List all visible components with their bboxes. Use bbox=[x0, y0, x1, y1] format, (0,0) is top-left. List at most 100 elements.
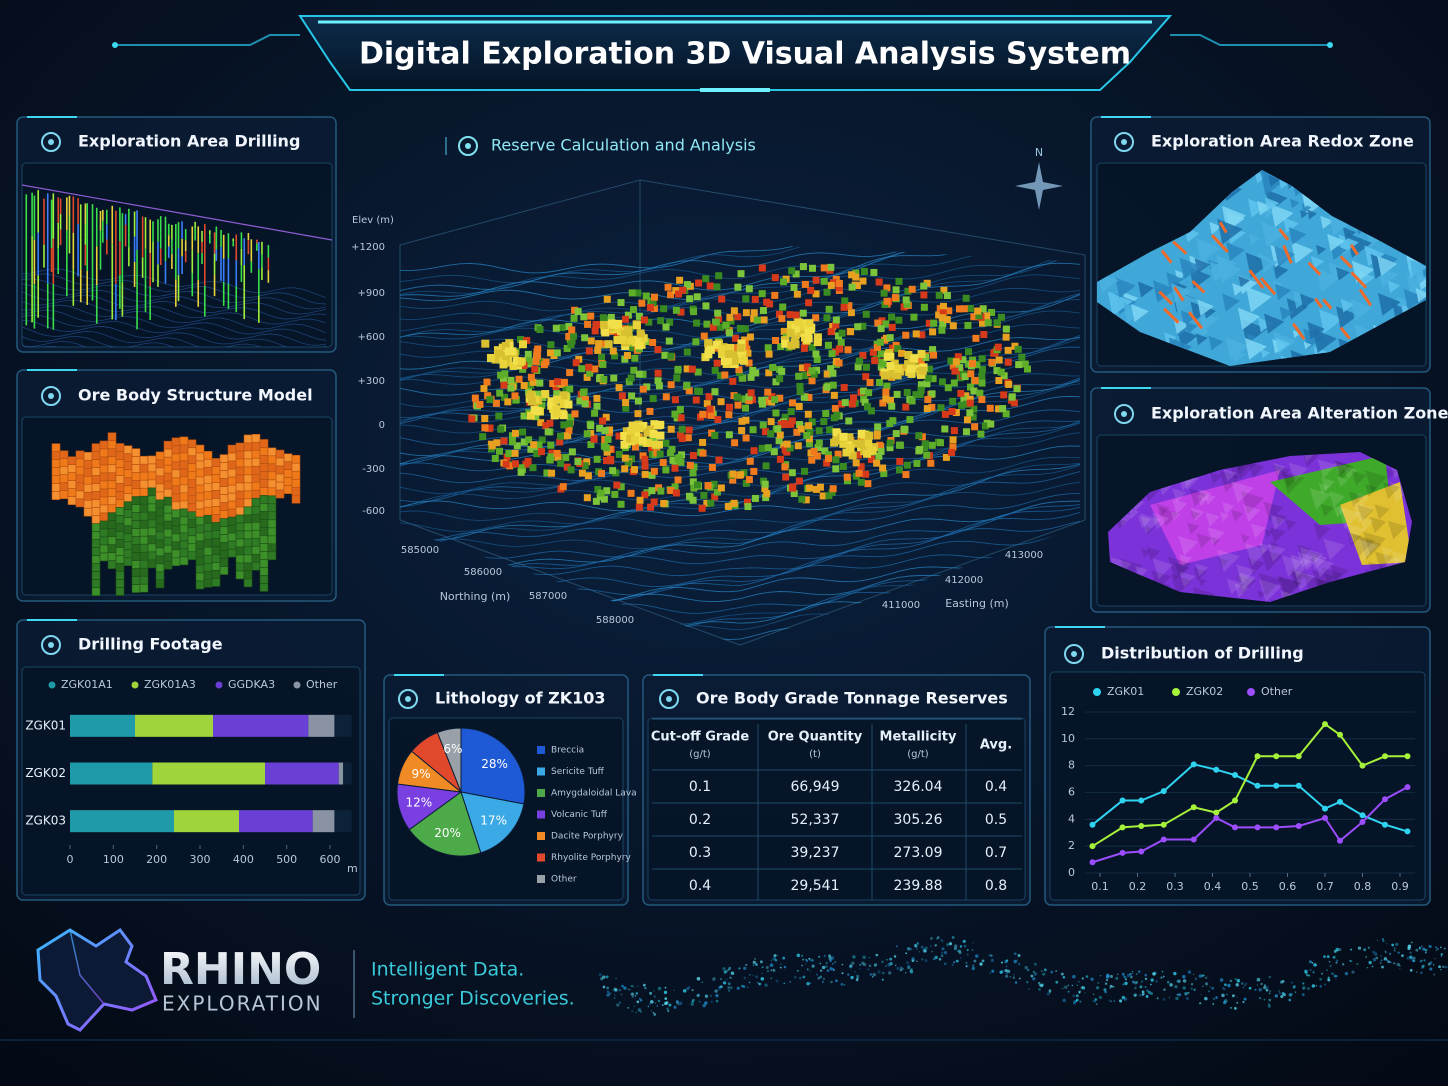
voxel bbox=[562, 454, 570, 462]
footer-dot bbox=[1385, 951, 1387, 954]
ore-block bbox=[155, 571, 165, 581]
voxel bbox=[734, 283, 742, 291]
pie-slice bbox=[408, 791, 482, 857]
footer-dot bbox=[817, 976, 821, 980]
redox-streak bbox=[1172, 240, 1188, 255]
alteration-facet bbox=[1151, 512, 1169, 530]
alteration-facet bbox=[1391, 550, 1409, 568]
footer-dot bbox=[1443, 947, 1446, 950]
ore-block bbox=[123, 461, 133, 471]
voxel bbox=[561, 432, 569, 440]
footer-dot bbox=[1428, 944, 1432, 949]
footer-dot bbox=[828, 954, 832, 958]
voxel bbox=[806, 427, 814, 435]
footer-dot bbox=[1278, 992, 1281, 995]
data-point bbox=[1273, 753, 1280, 760]
bar-segment bbox=[174, 810, 240, 833]
ore-block bbox=[195, 484, 205, 494]
voxel bbox=[949, 443, 957, 451]
footer-dot bbox=[1039, 984, 1042, 987]
voxel bbox=[481, 424, 489, 432]
voxel bbox=[614, 331, 622, 339]
panel-inner bbox=[21, 162, 333, 348]
voxel bbox=[499, 375, 507, 383]
footer-dot bbox=[1335, 947, 1340, 952]
alteration-facet bbox=[1258, 579, 1282, 602]
voxel bbox=[902, 403, 910, 411]
mountain-facet bbox=[1260, 254, 1279, 273]
voxel bbox=[928, 441, 936, 449]
voxel bbox=[780, 420, 788, 428]
voxel bbox=[483, 378, 491, 386]
mountain-facet bbox=[1270, 203, 1294, 228]
reserve-title: Reserve Calculation and Analysis bbox=[491, 136, 756, 155]
footer-dot bbox=[776, 954, 779, 956]
ore-block bbox=[219, 542, 229, 551]
footer-dot bbox=[971, 949, 974, 951]
y-tick-label: 8 bbox=[1068, 759, 1075, 772]
voxel bbox=[825, 492, 833, 500]
voxel bbox=[620, 330, 629, 339]
footer-dot bbox=[1043, 968, 1047, 972]
footer-dot bbox=[606, 986, 609, 990]
voxel bbox=[677, 458, 685, 466]
footer-dot bbox=[1254, 988, 1257, 991]
voxel bbox=[656, 431, 665, 440]
voxel bbox=[747, 389, 755, 397]
voxel bbox=[878, 359, 886, 367]
voxel bbox=[857, 463, 865, 471]
footer-dot bbox=[1019, 977, 1021, 980]
mountain-facet bbox=[1283, 217, 1299, 233]
ore-block bbox=[251, 505, 261, 515]
footer-dot bbox=[718, 985, 721, 989]
voxel bbox=[500, 381, 508, 389]
ore-block bbox=[219, 558, 229, 567]
footer-dot bbox=[1308, 974, 1310, 977]
footer-dot bbox=[1109, 984, 1113, 988]
footer-dot bbox=[800, 954, 804, 958]
voxel bbox=[546, 456, 554, 464]
voxel bbox=[805, 393, 813, 401]
ore-block bbox=[267, 527, 277, 537]
voxel bbox=[847, 327, 855, 335]
footer-dot bbox=[829, 967, 833, 971]
voxel bbox=[493, 439, 501, 447]
ore-block bbox=[99, 552, 109, 562]
ore-block bbox=[259, 583, 269, 592]
voxel bbox=[862, 373, 870, 381]
footer-dot bbox=[608, 992, 611, 995]
footer-dot bbox=[1203, 974, 1205, 977]
ore-block bbox=[91, 587, 101, 596]
ore-block bbox=[99, 456, 109, 466]
footer-dot bbox=[801, 964, 804, 967]
voxel bbox=[526, 390, 535, 399]
footer-dot bbox=[756, 981, 759, 984]
footer-dot bbox=[691, 1000, 694, 1003]
ore-block bbox=[163, 528, 173, 538]
voxel bbox=[951, 367, 959, 375]
ore-block bbox=[187, 527, 197, 537]
voxel bbox=[940, 302, 948, 310]
footer-dot bbox=[895, 945, 898, 948]
ore-block bbox=[235, 498, 245, 508]
voxel bbox=[706, 345, 715, 354]
voxel bbox=[793, 290, 801, 298]
footer-dot bbox=[1042, 972, 1046, 976]
data-point bbox=[1089, 859, 1096, 866]
ore-block bbox=[115, 555, 125, 564]
voxel bbox=[832, 316, 840, 324]
y-tick-label: ZGK02 bbox=[25, 766, 66, 780]
footer-dot bbox=[1222, 987, 1224, 989]
voxel bbox=[1023, 365, 1031, 373]
footer-dot bbox=[630, 992, 635, 996]
ore-block bbox=[227, 460, 237, 470]
ore-block bbox=[267, 463, 277, 473]
ore-block bbox=[115, 443, 125, 452]
footer-dot bbox=[783, 965, 787, 969]
voxel bbox=[525, 436, 533, 444]
footer-dot bbox=[664, 986, 667, 989]
ore-block bbox=[107, 528, 117, 538]
ore-block bbox=[91, 491, 101, 500]
voxel bbox=[960, 305, 968, 313]
slice-label: 28% bbox=[481, 757, 508, 771]
